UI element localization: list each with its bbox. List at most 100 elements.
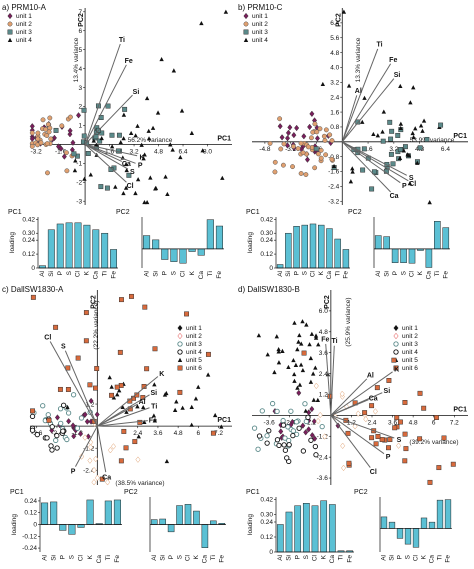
bar-category-label: Si xyxy=(159,555,166,561)
y-variance-label: (22.2% variance) xyxy=(93,300,100,349)
data-point xyxy=(300,448,307,454)
y-tick-label: 4 xyxy=(78,66,82,73)
y-variance-label: 13.4% variance xyxy=(73,37,80,82)
data-point xyxy=(168,142,173,147)
data-point xyxy=(287,124,293,131)
data-point xyxy=(292,371,297,377)
data-point xyxy=(170,147,175,152)
data-point xyxy=(144,95,150,101)
bar-y-tick-label: 0.24 xyxy=(260,237,273,244)
bar-y-tick-label: 0 xyxy=(31,265,35,272)
x-tick-label: 3.2 xyxy=(130,148,139,155)
data-point xyxy=(403,446,409,452)
legend-marker xyxy=(243,21,249,27)
data-point xyxy=(309,110,315,118)
data-point xyxy=(129,293,134,299)
x-tick-label: 7.2 xyxy=(214,430,223,437)
legend-label: unit 2 xyxy=(16,21,32,28)
data-point xyxy=(398,121,404,126)
y-tick-label: 5 xyxy=(78,47,82,54)
data-point xyxy=(88,397,94,405)
loading-vector xyxy=(341,78,395,143)
bar xyxy=(206,219,214,250)
panel-title: b) PRM10-C xyxy=(238,3,283,12)
bar-category-label: Ti xyxy=(338,555,345,560)
y-tick-label: 3.6 xyxy=(319,350,328,357)
bar-category-label: Si xyxy=(50,555,57,561)
data-point xyxy=(117,349,123,355)
bar-chart-title: PC1 xyxy=(246,489,260,496)
data-point xyxy=(298,362,304,367)
bar xyxy=(150,519,158,525)
bar-y-tick-label: -0.12 xyxy=(22,533,37,540)
data-point xyxy=(307,123,313,131)
y-tick-label: 3.2 xyxy=(330,80,339,87)
data-point xyxy=(58,420,64,427)
bar xyxy=(74,222,82,269)
scatter-points xyxy=(29,293,224,486)
bar-y-tick-label: 0.12 xyxy=(260,534,273,541)
x-tick-label: 3.6 xyxy=(153,430,162,437)
data-point xyxy=(390,161,396,167)
legend-marker xyxy=(177,341,183,347)
data-point xyxy=(91,466,97,474)
data-point xyxy=(109,144,115,149)
data-point xyxy=(397,419,403,425)
data-point xyxy=(79,453,85,460)
data-point xyxy=(99,476,105,482)
bar-y-tick-label: 0.12 xyxy=(260,251,273,258)
loading-vector xyxy=(330,414,385,455)
x-tick-label: 6.4 xyxy=(441,146,450,153)
x-variance-label: 53.9% variance xyxy=(410,137,455,144)
data-point xyxy=(346,83,352,88)
x-tick-label: 7.2 xyxy=(450,419,459,426)
data-point xyxy=(53,324,59,330)
data-point xyxy=(174,399,179,404)
bar-category-label: Ca xyxy=(326,271,333,280)
data-point xyxy=(73,158,78,163)
data-point xyxy=(179,108,185,113)
loading-label: Al xyxy=(139,399,146,406)
y-tick-label: 6.4 xyxy=(330,20,339,27)
x-tick-label: -3.2 xyxy=(285,146,297,153)
data-point xyxy=(219,424,224,429)
data-point xyxy=(369,186,375,192)
data-point xyxy=(142,304,148,310)
data-point xyxy=(135,123,140,128)
data-point xyxy=(67,130,73,138)
bar xyxy=(167,524,175,533)
bar-category-label: S xyxy=(303,554,310,559)
data-point xyxy=(53,437,59,443)
data-point xyxy=(180,405,185,410)
legend-label: unit 1 xyxy=(16,13,32,20)
x-variance-label: (38.5% variance) xyxy=(115,480,164,487)
data-point xyxy=(374,385,380,391)
bar xyxy=(159,518,166,525)
bar-y-tick-label: 0.12 xyxy=(22,251,35,258)
data-point xyxy=(267,140,273,146)
loading-vectors: Ti Fe Al Si SP Cl Ca xyxy=(341,42,416,200)
loading-vector xyxy=(75,425,98,467)
loading-vector xyxy=(84,143,138,157)
data-point xyxy=(71,432,77,440)
legend-marker xyxy=(177,324,183,332)
bar-category-label: Ca xyxy=(202,555,209,564)
data-point xyxy=(388,151,394,157)
data-point xyxy=(259,408,265,414)
data-point xyxy=(67,127,73,134)
bar-chart-title: PC2 xyxy=(348,209,362,216)
legend-marker xyxy=(7,29,13,35)
data-point xyxy=(386,445,391,451)
legend-marker xyxy=(393,332,399,340)
x-tick-label: 2.4 xyxy=(367,419,376,426)
x-tick-label: 6 xyxy=(197,430,201,437)
data-point xyxy=(67,114,73,120)
data-point xyxy=(329,138,335,144)
y-tick-label: 1.6 xyxy=(330,109,339,116)
data-point xyxy=(49,427,55,434)
data-point xyxy=(402,431,408,437)
data-point xyxy=(118,382,124,388)
bar-y-axis-label: loading xyxy=(247,514,254,535)
bar xyxy=(83,224,91,269)
data-point xyxy=(94,366,100,371)
